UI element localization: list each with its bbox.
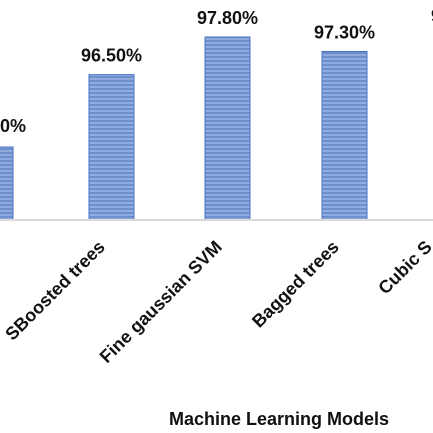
data-label-1: 96.50%	[81, 46, 142, 66]
x-axis-title: Machine Learning Models	[169, 409, 389, 429]
x-tick-label-bagged-trees: Bagged trees	[248, 237, 343, 332]
bar-bagged-trees	[321, 50, 368, 221]
bar-boosted-trees	[88, 74, 135, 221]
data-labels-layer: 0% 96.50% 97.80% 97.30% 9	[0, 6, 433, 136]
bar-leftmost-partial	[0, 146, 14, 221]
bar-fine-gaussian-svm	[204, 36, 251, 221]
data-label-4: 9	[431, 6, 433, 26]
x-tick-label-cubic-s: Cubic S	[374, 237, 433, 299]
x-tick-label-boosted-trees: SBoosted trees	[1, 237, 109, 345]
x-tick-label-fine-gaussian-svm: Fine gaussian SVM	[96, 237, 226, 367]
data-label-0: 0%	[0, 116, 26, 136]
data-label-3: 97.30%	[314, 22, 375, 42]
bars-layer	[0, 36, 368, 221]
data-label-2: 97.80%	[197, 8, 258, 28]
